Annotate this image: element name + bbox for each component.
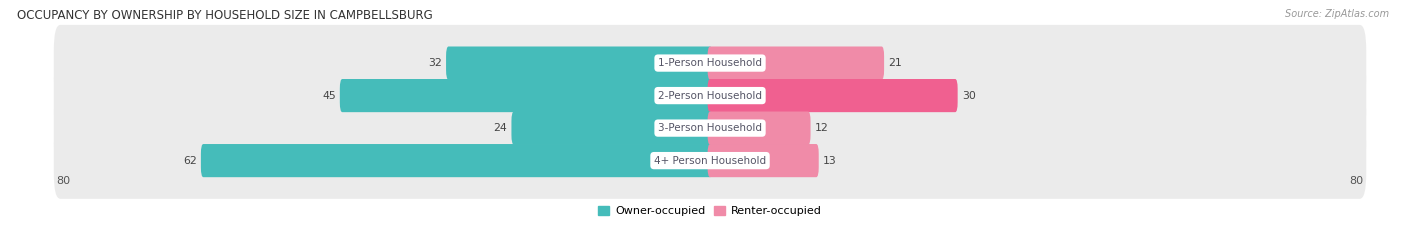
Legend: Owner-occupied, Renter-occupied: Owner-occupied, Renter-occupied: [593, 202, 827, 221]
FancyBboxPatch shape: [53, 57, 1367, 134]
Text: Source: ZipAtlas.com: Source: ZipAtlas.com: [1285, 9, 1389, 19]
Text: 3-Person Household: 3-Person Household: [658, 123, 762, 133]
FancyBboxPatch shape: [340, 79, 713, 112]
Text: 80: 80: [1350, 176, 1364, 186]
FancyBboxPatch shape: [707, 144, 818, 177]
Text: OCCUPANCY BY OWNERSHIP BY HOUSEHOLD SIZE IN CAMPBELLSBURG: OCCUPANCY BY OWNERSHIP BY HOUSEHOLD SIZE…: [17, 9, 433, 22]
FancyBboxPatch shape: [707, 112, 810, 145]
Text: 24: 24: [494, 123, 508, 133]
Text: 45: 45: [322, 91, 336, 101]
Text: 4+ Person Household: 4+ Person Household: [654, 156, 766, 166]
Text: 30: 30: [962, 91, 976, 101]
FancyBboxPatch shape: [707, 47, 884, 80]
Text: 62: 62: [183, 156, 197, 166]
FancyBboxPatch shape: [53, 122, 1367, 199]
Text: 80: 80: [56, 176, 70, 186]
Text: 32: 32: [429, 58, 441, 68]
FancyBboxPatch shape: [53, 25, 1367, 101]
FancyBboxPatch shape: [707, 79, 957, 112]
FancyBboxPatch shape: [512, 112, 713, 145]
Text: 2-Person Household: 2-Person Household: [658, 91, 762, 101]
FancyBboxPatch shape: [53, 90, 1367, 166]
Text: 1-Person Household: 1-Person Household: [658, 58, 762, 68]
FancyBboxPatch shape: [201, 144, 713, 177]
Text: 13: 13: [823, 156, 837, 166]
Text: 21: 21: [889, 58, 901, 68]
FancyBboxPatch shape: [446, 47, 713, 80]
Text: 12: 12: [814, 123, 828, 133]
